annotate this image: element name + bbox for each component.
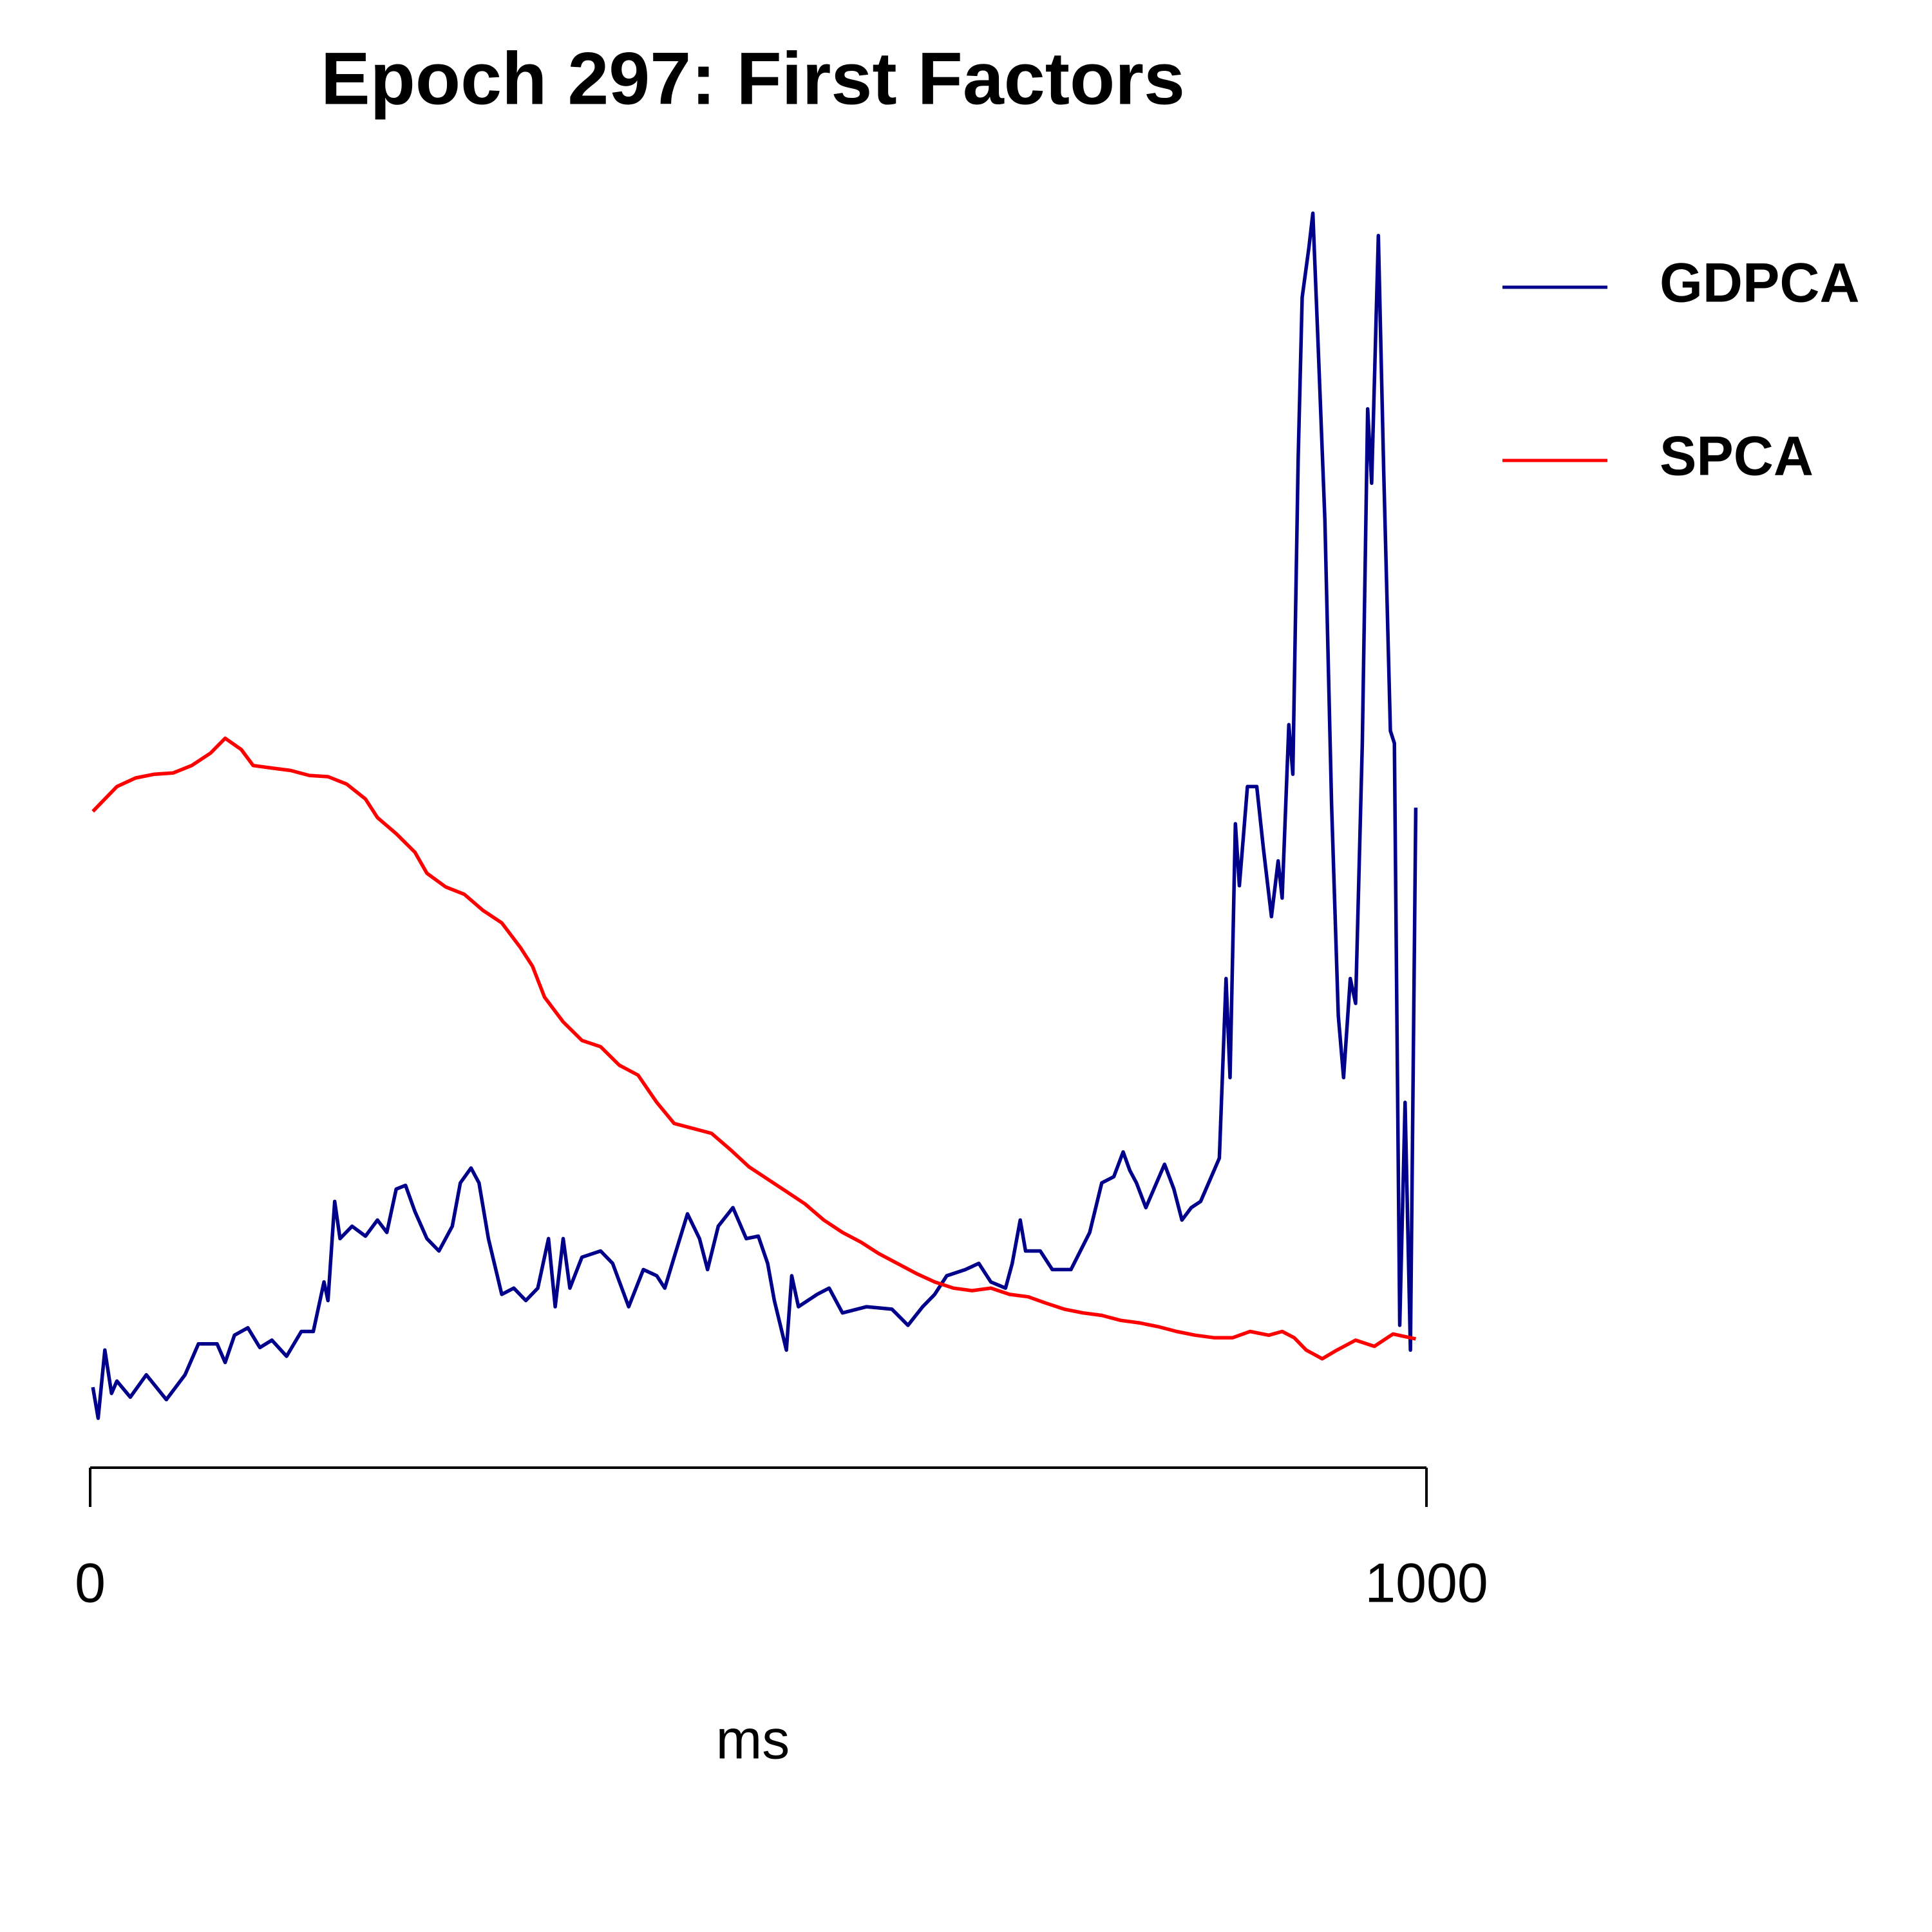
x-tick-label: 1000 <box>1365 1553 1488 1615</box>
series-line <box>91 736 1416 1361</box>
x-axis-label: ms <box>716 1709 790 1771</box>
x-tick-label: 0 <box>75 1553 106 1615</box>
series-line <box>91 211 1418 1420</box>
legend-label: GDPCA <box>1660 252 1860 314</box>
chart-title: Epoch 297: First Factors <box>321 37 1185 120</box>
legend-label: SPCA <box>1660 426 1814 488</box>
